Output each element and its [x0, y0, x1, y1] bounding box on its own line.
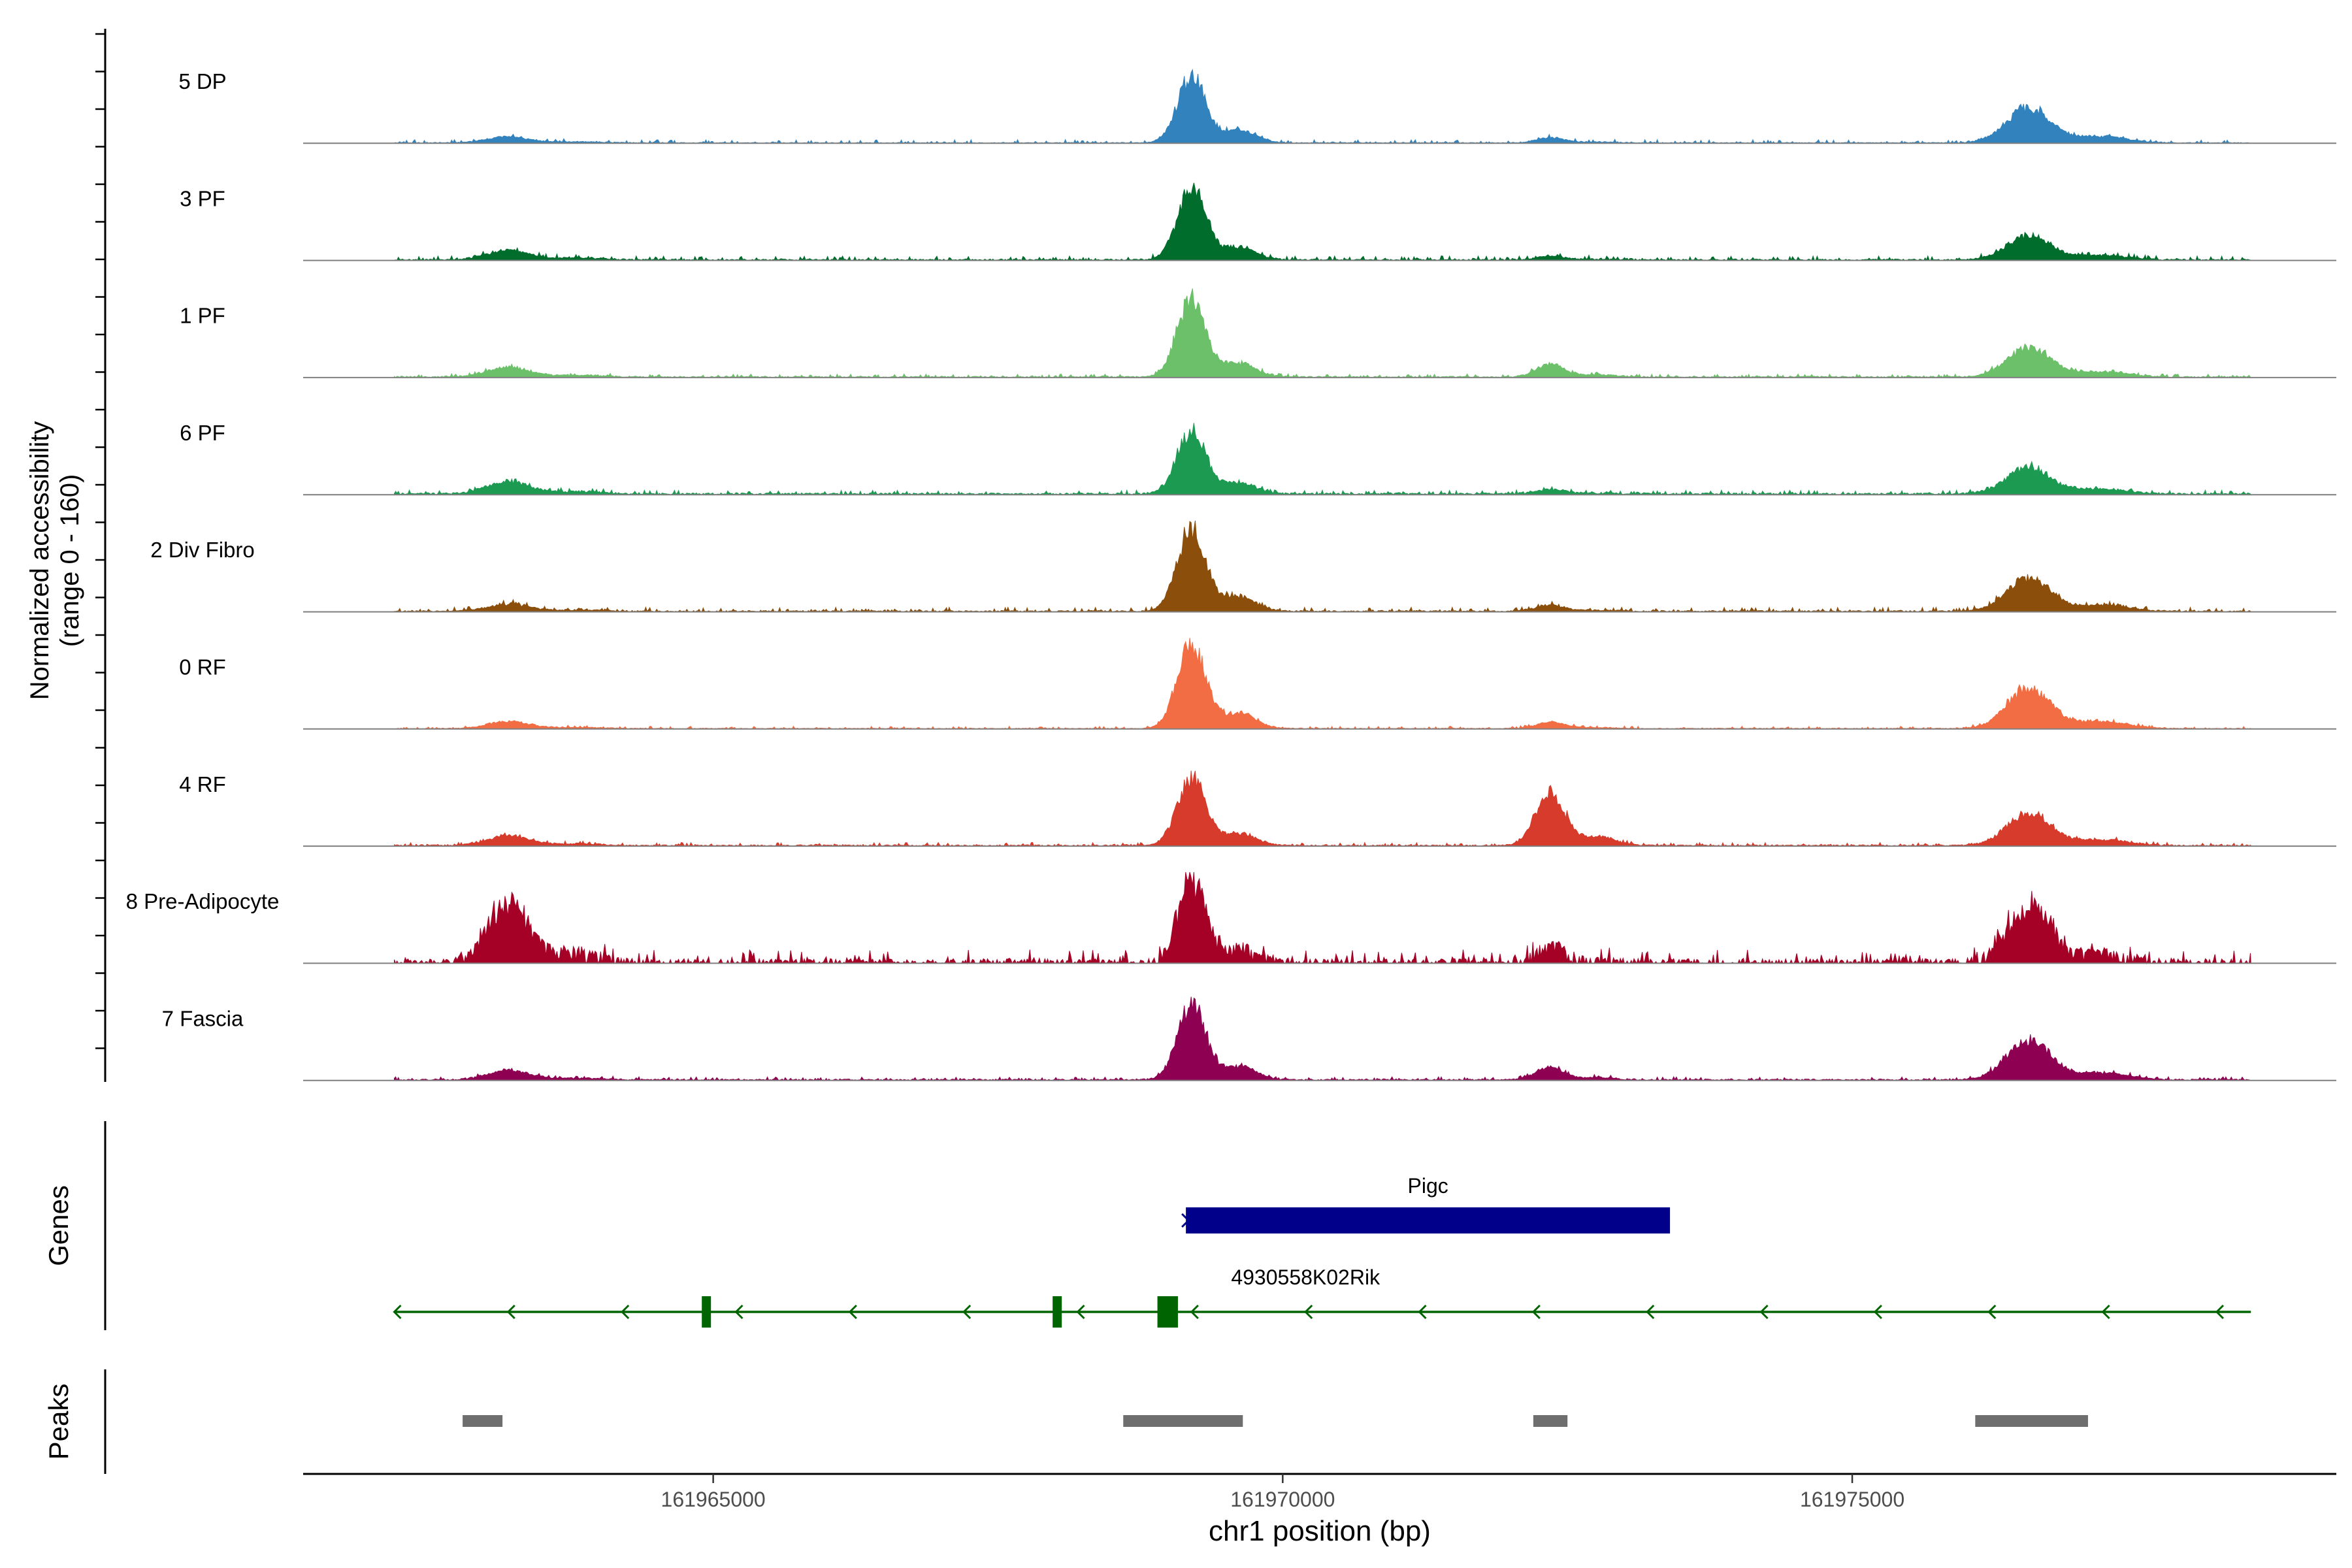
gene-strand-arrow — [848, 1304, 857, 1320]
gene-body-pigc — [1186, 1207, 1671, 1233]
gene-strand-arrow — [1076, 1304, 1085, 1320]
gene-strand-arrow — [1646, 1304, 1655, 1320]
track-label: 2 Div Fibro — [150, 538, 255, 562]
x-tick-label: 161975000 — [1800, 1488, 1904, 1511]
gene-strand-arrow — [506, 1304, 515, 1320]
track-label: 0 RF — [179, 655, 226, 679]
peak-region — [1123, 1415, 1243, 1427]
gene-label-4930558k02rik: 4930558K02Rik — [1231, 1266, 1380, 1289]
gene-strand-arrow — [2101, 1304, 2110, 1320]
gene-strand-arrow — [2215, 1304, 2225, 1320]
gene-label-pigc: Pigc — [1407, 1174, 1448, 1198]
gene-strand-arrow — [1987, 1304, 1997, 1320]
gene-strand-arrow — [734, 1304, 743, 1320]
gene-strand-arrow — [1304, 1304, 1313, 1320]
peak-region — [463, 1415, 503, 1427]
coverage-tracks: 5 DP 3 PF 1 PF 6 PF 2 Div Fibro 0 RF 4 RF 8 Pre… — [126, 69, 2336, 1081]
gene-exon — [1157, 1296, 1178, 1328]
track-2-div-fibro: 2 Div Fibro — [150, 520, 2336, 613]
x-tick-label: 161965000 — [661, 1488, 766, 1511]
peak-track — [463, 1415, 2088, 1427]
track-label: 5 DP — [178, 69, 226, 93]
gene-track: Pigc 4930558K02Rik — [393, 1174, 2251, 1328]
track-4-rf: 4 RF — [179, 770, 2336, 847]
x-axis-title: chr1 position (bp) — [1209, 1515, 1431, 1547]
y-axis-title-line2: (range 0 - 160) — [56, 474, 84, 647]
track-0-rf: 0 RF — [179, 638, 2336, 730]
coverage-area — [393, 520, 2252, 613]
track-label: 6 PF — [180, 421, 225, 445]
gene-strand-arrow — [1873, 1304, 1882, 1320]
track-label: 3 PF — [180, 186, 225, 210]
track-label: 4 RF — [179, 772, 226, 796]
peak-region — [1975, 1415, 2088, 1427]
track-8-pre-adipocyte: 8 Pre-Adipocyte — [126, 872, 2336, 965]
gene-strand-arrow — [1181, 1213, 1190, 1228]
track-label: 8 Pre-Adipocyte — [126, 889, 280, 913]
track-5-dp: 5 DP — [178, 69, 2336, 144]
track-label: 1 PF — [180, 304, 225, 328]
peak-region — [1533, 1415, 1568, 1427]
y-axis-title-line1: Normalized accessibility — [25, 421, 54, 700]
track-7-fascia: 7 Fascia — [162, 996, 2336, 1081]
track-6-pf: 6 PF — [180, 421, 2336, 496]
peaks-panel-label: Peaks — [43, 1384, 74, 1460]
x-tick-label: 161970000 — [1230, 1488, 1335, 1511]
gene-strand-arrow — [1759, 1304, 1769, 1320]
gene-strand-arrow — [621, 1304, 630, 1320]
track-1-pf: 1 PF — [180, 288, 2336, 378]
coverage-area — [393, 423, 2252, 496]
gene-strand-arrow — [962, 1304, 972, 1320]
genes-panel-label: Genes — [43, 1185, 74, 1266]
x-axis-ticks: 161965000 161970000 161975000 — [661, 1474, 1904, 1511]
gene-strand-arrow — [1418, 1304, 1427, 1320]
track-label: 7 Fascia — [162, 1006, 244, 1030]
gene-strand-arrow — [393, 1304, 402, 1320]
coverage-y-ticks — [95, 33, 105, 1049]
gene-exon — [1053, 1296, 1062, 1328]
track-3-pf: 3 PF — [180, 182, 2336, 261]
gene-strand-arrow — [1190, 1304, 1199, 1320]
gene-exon — [702, 1296, 711, 1328]
gene-strand-arrow — [1531, 1304, 1541, 1320]
